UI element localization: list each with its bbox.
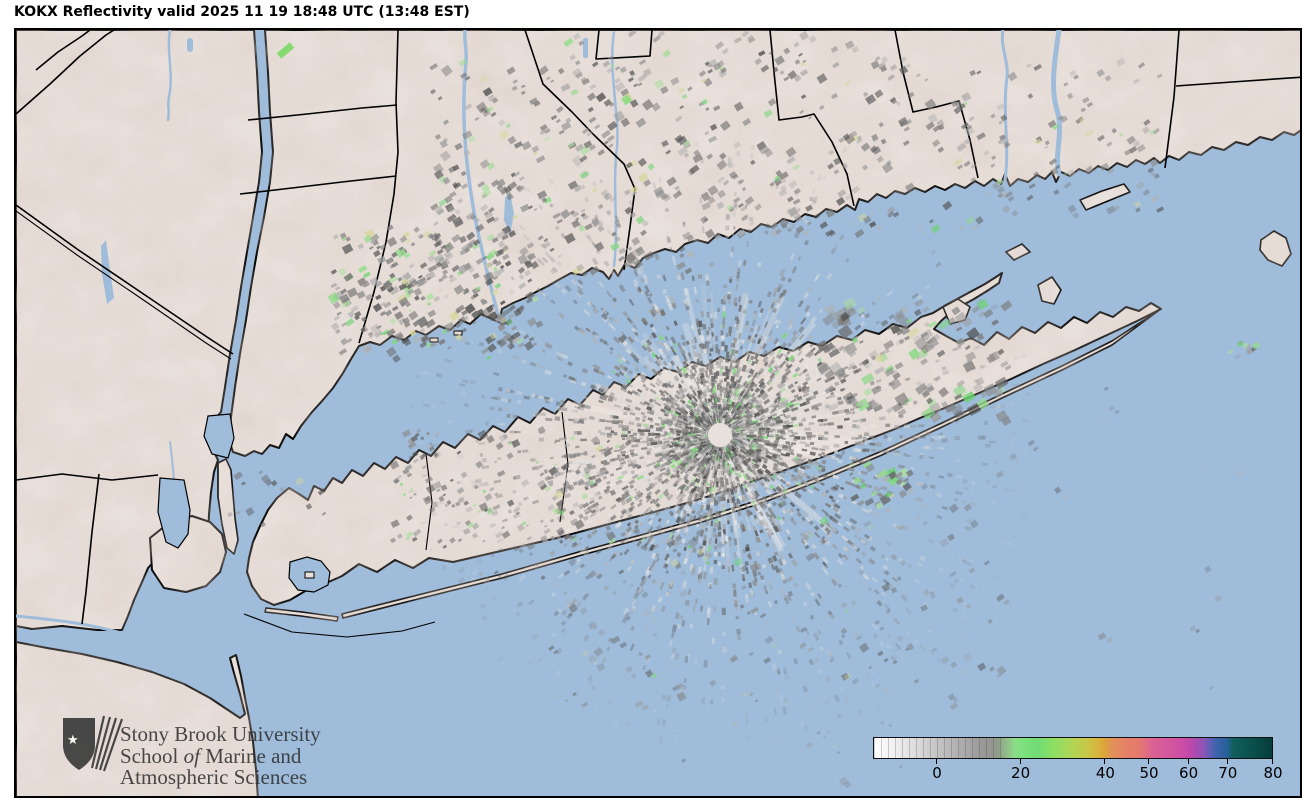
- radar-echoes: [227, 30, 1261, 789]
- colorbar-tick-label: 60: [1179, 764, 1199, 782]
- colorbar-tick: [1148, 759, 1149, 764]
- map-title: KOKX Reflectivity valid 2025 11 19 18:48…: [14, 4, 470, 20]
- thames-river: [1000, 30, 1009, 182]
- colorbar-gradient: [874, 738, 1272, 758]
- colorbar-tick-label: 40: [1095, 764, 1115, 782]
- housatonic-river: [462, 30, 501, 322]
- colorbar-tick: [1187, 759, 1189, 764]
- reflectivity-colorbar: [873, 737, 1273, 759]
- logo-line-1: Stony Brook University: [120, 722, 321, 746]
- quinnipiac-river: [611, 30, 619, 268]
- colorbar-tick: [1019, 759, 1021, 764]
- raritan-river: [16, 614, 126, 636]
- stony-brook-shield-icon: ★: [63, 715, 124, 772]
- logo-text: Stony Brook University School of Marine …: [120, 722, 321, 789]
- logo-line-2: School of Marine and: [120, 743, 302, 768]
- colorbar-tick-label: 0: [932, 764, 942, 782]
- logo-line-3: Atmospheric Sciences: [120, 765, 308, 789]
- colorbar-ticks: 0 20 40 50 60 70 80: [873, 759, 1283, 785]
- newark-bay: [157, 477, 191, 549]
- radar-center-hole: [708, 423, 732, 447]
- colorbar-tick-label: 70: [1218, 764, 1238, 782]
- rivers: [16, 30, 1063, 636]
- colorbar-step-lines: [874, 738, 1006, 758]
- colorbar-tick-label: 80: [1263, 764, 1283, 782]
- hackensack-river: [169, 441, 175, 481]
- pond: [187, 38, 193, 52]
- lake-sliver: [583, 38, 588, 58]
- colorbar-tick-label: 20: [1011, 764, 1031, 782]
- colorbar-tick: [1226, 759, 1228, 764]
- greenwood-lake: [101, 240, 114, 304]
- base-map: [16, 30, 1300, 796]
- stony-brook-logo: ★ Stony Brook University School of Marin…: [46, 710, 346, 796]
- colorbar-tick: [1272, 759, 1273, 764]
- wallkill-river: [166, 30, 172, 122]
- colorbar-tick: [1104, 759, 1106, 764]
- colorbar-tick: [936, 759, 937, 764]
- radar-map: 0 20 40 50 60 70 80 ★ Stony Brook University: [14, 28, 1302, 798]
- colorbar-tick-label: 50: [1139, 764, 1159, 782]
- harbor-boundary-line: [243, 613, 436, 638]
- jamaica-bay-islet: [304, 571, 315, 579]
- candlewood-lake: [504, 192, 514, 234]
- connecticut-river: [1051, 30, 1063, 177]
- tappan-zee-widening: [203, 413, 235, 459]
